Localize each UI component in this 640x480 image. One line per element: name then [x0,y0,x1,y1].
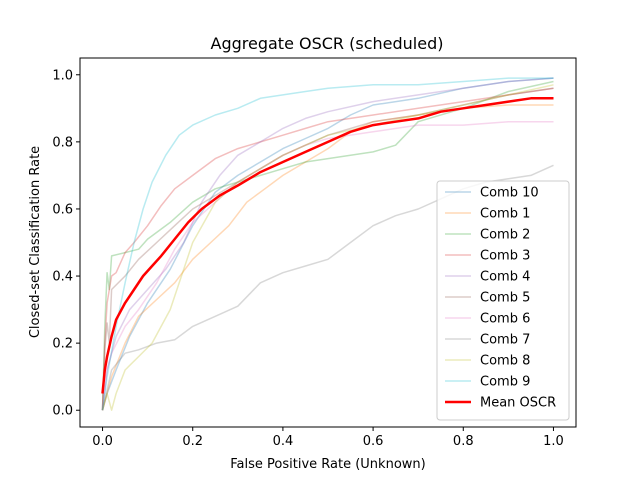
x-tick-label: 0.6 [363,434,384,449]
legend-label: Comb 6 [480,312,530,327]
plot-lines [101,77,554,411]
legend-label: Comb 2 [480,228,530,243]
y-tick-label: 1.0 [52,68,73,83]
series-line-comb-2 [101,80,554,411]
legend-label: Mean OSCR [480,396,556,411]
x-tick-label: 0.4 [273,434,294,449]
legend-label: Comb 8 [480,354,530,369]
legend-label: Comb 10 [480,186,539,201]
legend-label: Comb 9 [480,375,530,390]
y-tick-label: 0.2 [52,337,73,352]
x-tick-label: 0.0 [92,434,113,449]
y-tick-label: 0.8 [52,135,73,150]
y-tick-label: 0.4 [52,270,73,285]
series-line-comb-3 [101,87,554,411]
legend-label: Comb 3 [480,249,530,264]
legend-label: Comb 5 [480,291,530,306]
x-axis-label: False Positive Rate (Unknown) [230,457,425,472]
series-line-comb-1 [101,104,554,411]
x-tick-label: 0.8 [453,434,474,449]
y-tick-label: 0.6 [52,202,73,217]
y-axis-label: Closed-set Classification Rate [28,146,43,338]
y-tick-label: 0.0 [52,404,73,419]
series-line-comb-4 [101,77,554,411]
series-line-mean-oscr [101,97,554,394]
legend-box [436,180,570,421]
plot-frame [79,57,577,428]
legend: Comb 10 Comb 1 Comb 2 Comb 3 Comb 4 Comb 5 Com… [436,180,570,421]
series-line-comb-6 [101,120,554,411]
series-line-comb-9 [101,77,554,411]
x-axis: 0.0 0.2 0.4 0.6 0.8 1.0 [92,427,564,449]
y-axis: 0.0 0.2 0.4 0.6 0.8 1.0 [52,68,80,419]
x-tick-label: 1.0 [543,434,564,449]
legend-label: Comb 1 [480,207,530,222]
chart-title: Aggregate OSCR (scheduled) [211,34,444,53]
x-tick-label: 0.2 [182,434,203,449]
series-line-comb-10 [101,77,554,411]
legend-label: Comb 4 [480,270,530,285]
series-line-comb-5 [101,87,554,411]
legend-label: Comb 7 [480,333,530,348]
